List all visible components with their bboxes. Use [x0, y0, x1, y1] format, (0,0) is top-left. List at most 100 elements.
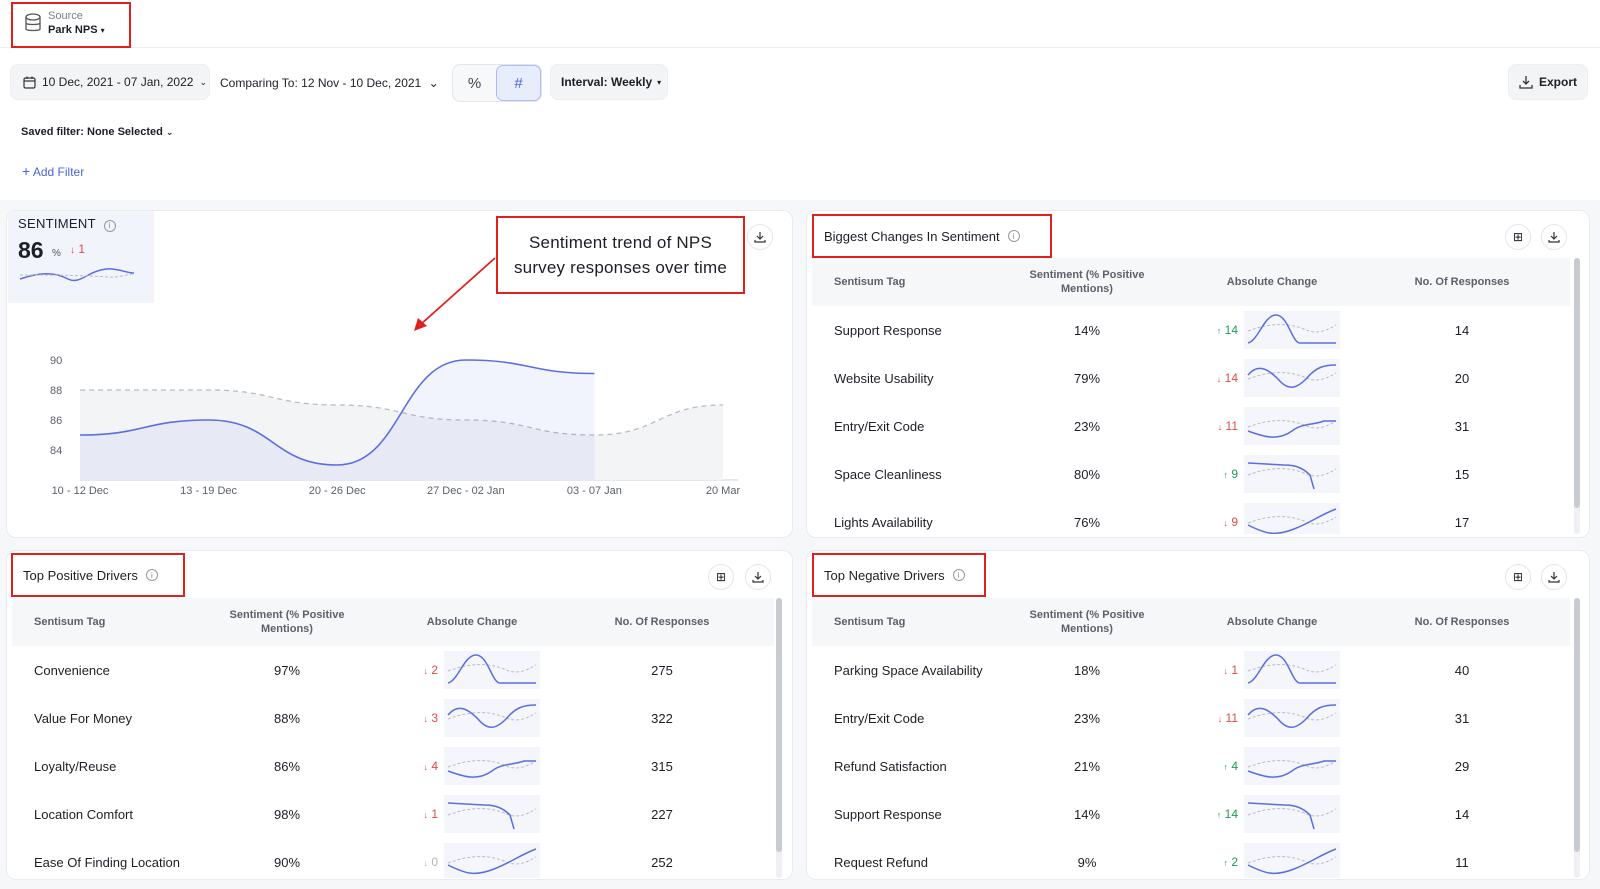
tag-name[interactable]: Space Cleanliness	[834, 466, 942, 482]
response-count: 11	[1455, 854, 1469, 870]
trend-sparkline	[1244, 455, 1340, 493]
sentiment-series-line[interactable]	[79, 359, 595, 466]
change-value: ↑ 14	[1216, 323, 1238, 337]
database-icon	[25, 13, 41, 32]
table-row[interactable]: Loyalty/Reuse 86% ↓ 4 315	[12, 742, 774, 790]
table-row[interactable]: Entry/Exit Code 23% ↓ 11 31	[812, 694, 1570, 742]
tag-name[interactable]: Lights Availability	[834, 514, 933, 530]
percent-mode-button[interactable]: %	[467, 74, 482, 92]
absolute-change-cell: ↓ 11	[1162, 699, 1382, 737]
comparison-range[interactable]: Comparing To: 12 Nov - 10 Dec, 2021 ⌄	[220, 76, 439, 90]
column-header[interactable]: Sentiment (% Positive Mentions)	[1029, 609, 1145, 635]
info-icon[interactable]: i	[145, 569, 158, 581]
saved-filter-dropdown[interactable]: Saved filter: None Selected ⌄	[21, 126, 174, 138]
date-range-picker[interactable]: 10 Dec, 2021 - 07 Jan, 2022 ⌄	[10, 64, 210, 100]
display-mode-toggle[interactable]: % #	[452, 64, 542, 102]
download-chart-button[interactable]	[747, 224, 773, 250]
change-value: ↑ 4	[1223, 759, 1238, 773]
tag-name[interactable]: Entry/Exit Code	[834, 710, 925, 726]
customize-button[interactable]: ⊞	[1505, 224, 1531, 250]
tag-name[interactable]: Loyalty/Reuse	[34, 758, 117, 774]
sentiment-percent: 23%	[1073, 710, 1101, 726]
tag-name[interactable]: Entry/Exit Code	[834, 418, 925, 434]
trend-sparkline	[1244, 699, 1340, 737]
tag-name[interactable]: Location Comfort	[34, 806, 133, 822]
tag-name[interactable]: Value For Money	[34, 710, 133, 726]
tag-name[interactable]: Convenience	[34, 662, 110, 678]
table-row[interactable]: Space Cleanliness 80% ↑ 9 15	[812, 450, 1570, 498]
tag-name[interactable]: Request Refund	[834, 854, 928, 870]
change-value: ↓ 3	[423, 711, 438, 725]
response-count: 31	[1454, 710, 1470, 726]
table-row[interactable]: Ease Of Finding Location 90% ↓ 0 252	[12, 838, 774, 878]
trend-sparkline	[1244, 359, 1340, 397]
column-header[interactable]: Sentiment (% Positive Mentions)	[229, 609, 345, 635]
comparison-series-line[interactable]	[80, 389, 724, 436]
response-count: 252	[651, 854, 673, 870]
info-icon[interactable]: i	[103, 219, 116, 232]
tag-name[interactable]: Support Response	[834, 322, 942, 338]
tag-name[interactable]: Parking Space Availability	[834, 662, 983, 678]
export-button[interactable]: Export	[1508, 64, 1588, 100]
sentiment-unit: %	[52, 248, 61, 259]
absolute-change-cell: ↓ 14	[1162, 359, 1382, 397]
column-header[interactable]: Sentisum Tag	[834, 616, 906, 628]
source-selector[interactable]	[11, 2, 131, 48]
customize-button[interactable]: ⊞	[1505, 564, 1531, 590]
trend-sparkline	[1244, 843, 1340, 878]
tag-name[interactable]: Support Response	[834, 806, 942, 822]
scrollbar-thumb[interactable]	[1574, 258, 1580, 508]
trend-sparkline	[444, 843, 540, 878]
column-header[interactable]: Absolute Change	[1226, 616, 1318, 628]
column-header[interactable]: Sentiment (% Positive Mentions)	[1029, 269, 1145, 295]
count-mode-button[interactable]: #	[496, 65, 541, 101]
trend-sparkline	[1244, 795, 1340, 833]
tag-name[interactable]: Ease Of Finding Location	[34, 854, 180, 870]
table-row[interactable]: Entry/Exit Code 23% ↓ 11 31	[812, 402, 1570, 450]
series-area	[80, 360, 595, 480]
info-icon[interactable]: i	[952, 569, 965, 581]
table-row[interactable]: Support Response 14% ↑ 14 14	[812, 306, 1570, 354]
tag-name[interactable]: Refund Satisfaction	[834, 758, 947, 774]
customize-button[interactable]: ⊞	[708, 564, 734, 590]
interval-dropdown[interactable]: Interval: Weekly ▾	[550, 64, 668, 100]
download-icon	[1548, 572, 1560, 583]
column-header[interactable]: No. Of Responses	[614, 616, 710, 628]
add-filter-button[interactable]: + Add Filter	[22, 163, 85, 179]
table-row[interactable]: Support Response 14% ↑ 14 14	[812, 790, 1570, 838]
column-header[interactable]: No. Of Responses	[1414, 276, 1510, 288]
table-row[interactable]: Request Refund 9% ↑ 2 11	[812, 838, 1570, 878]
column-header[interactable]: Sentisum Tag	[34, 616, 106, 628]
column-header[interactable]: Absolute Change	[1226, 276, 1318, 288]
download-table-button[interactable]	[1541, 224, 1567, 250]
table-row[interactable]: Refund Satisfaction 21% ↑ 4 29	[812, 742, 1570, 790]
sentiment-kpi-tile[interactable]	[8, 211, 154, 303]
download-table-button[interactable]	[745, 564, 771, 590]
x-tick-label: 10 - 12 Dec	[52, 485, 109, 497]
tag-name[interactable]: Website Usability	[834, 370, 934, 386]
column-header[interactable]: Sentisum Tag	[834, 276, 906, 288]
column-header[interactable]: No. Of Responses	[1414, 616, 1510, 628]
table-row[interactable]: Convenience 97% ↓ 2 275	[12, 646, 774, 694]
change-value: ↓ 11	[1217, 711, 1238, 725]
table-row[interactable]: Value For Money 88% ↓ 3 322	[12, 694, 774, 742]
change-value: ↓ 11	[1217, 419, 1238, 433]
absolute-change-cell: ↓ 1	[1162, 651, 1382, 689]
response-count: 315	[651, 758, 673, 774]
plus-icon: +	[22, 163, 31, 179]
scrollbar-thumb[interactable]	[776, 598, 782, 852]
arrow-down-icon: ↓	[1217, 422, 1223, 432]
column-header[interactable]: Absolute Change	[426, 616, 518, 628]
sentiment-percent: 90%	[273, 854, 301, 870]
scrollbar-thumb[interactable]	[1574, 598, 1580, 852]
table-row[interactable]: Lights Availability 76% ↓ 9 17	[812, 498, 1570, 534]
response-count: 40	[1454, 662, 1470, 678]
table-row[interactable]: Location Comfort 98% ↓ 1 227	[12, 790, 774, 838]
arrow-up-icon: ↑	[1223, 858, 1228, 868]
table-row[interactable]: Parking Space Availability 18% ↓ 1 40	[812, 646, 1570, 694]
sentiment-label: SENTIMENT i	[18, 216, 116, 232]
table-row[interactable]: Website Usability 79% ↓ 14 20	[812, 354, 1570, 402]
source-value[interactable]: Park NPS ▾	[48, 24, 105, 36]
download-table-button[interactable]	[1541, 564, 1567, 590]
info-icon[interactable]: i	[1007, 230, 1020, 242]
